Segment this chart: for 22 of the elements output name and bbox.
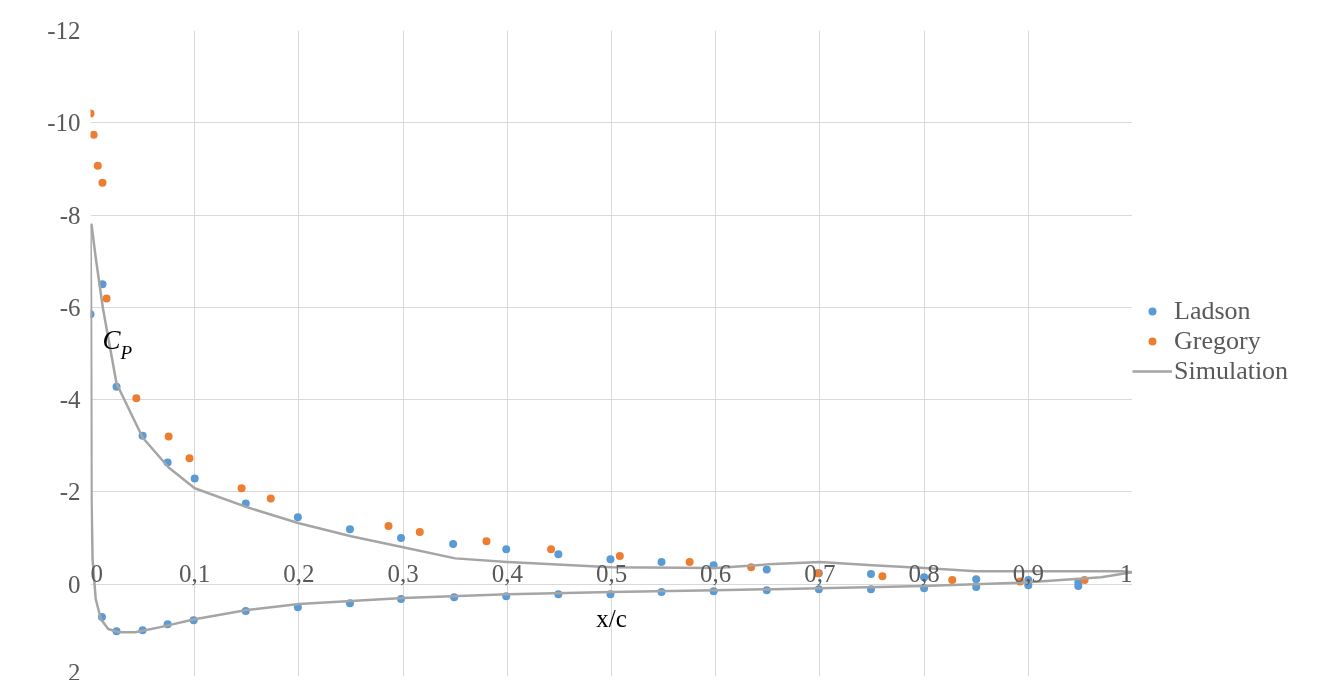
y-tick-label: -4 xyxy=(59,386,81,414)
y-tick-label: -12 xyxy=(47,17,81,44)
x-tick-label: 0 xyxy=(90,560,103,588)
legend-label: Gregory xyxy=(1174,326,1261,356)
legend-label: Ladson xyxy=(1174,296,1251,326)
x-tick-label: 0,3 xyxy=(387,560,419,588)
x-tick-label: 0,5 xyxy=(595,560,628,588)
y-tick-label: -8 xyxy=(59,201,81,229)
y-tick-label: -6 xyxy=(59,293,81,321)
x-axis-title: x/c xyxy=(596,604,627,632)
x-tick-label: 0,6 xyxy=(700,560,732,588)
x-tick-label: 0,1 xyxy=(179,560,211,588)
x-tick-label: 0,4 xyxy=(491,560,524,588)
x-tick-label: 1 xyxy=(1120,560,1133,588)
legend-label: Simulation xyxy=(1174,356,1289,386)
x-tick-label: 0,9 xyxy=(1012,560,1044,588)
y-tick-label: 2 xyxy=(68,658,81,680)
x-tick-label: 0,2 xyxy=(283,560,315,588)
x-tick-label: 0,7 xyxy=(804,560,836,588)
x-tick-label: 0,8 xyxy=(908,560,940,588)
y-tick-label: -2 xyxy=(59,478,81,506)
y-tick-label: -10 xyxy=(47,109,81,137)
